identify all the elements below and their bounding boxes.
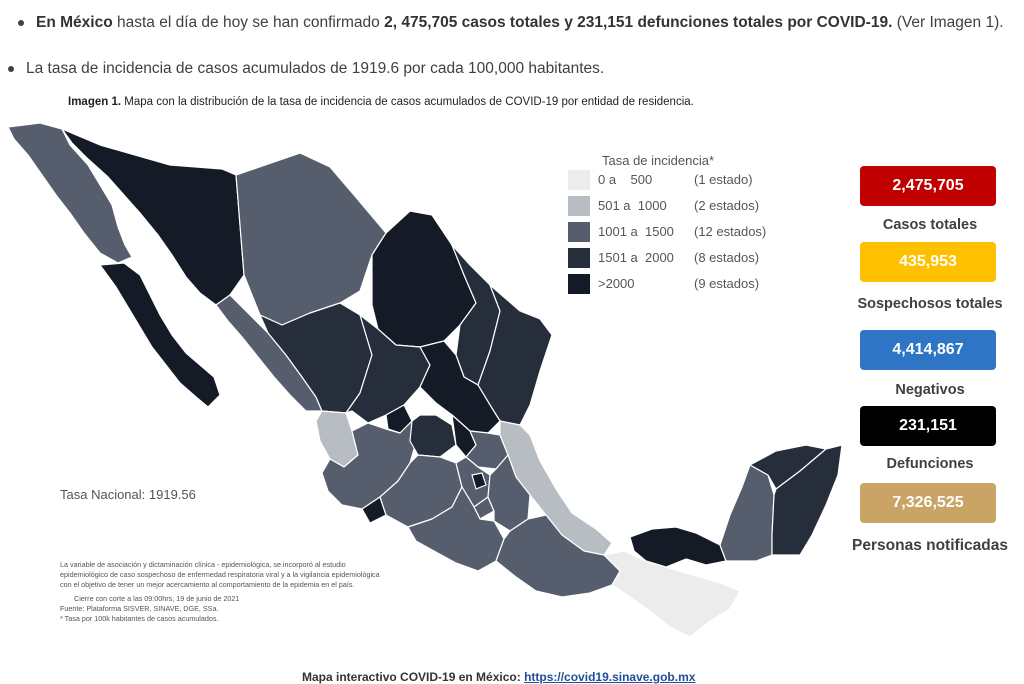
state-nayarit bbox=[315, 410, 359, 468]
note-line: Cierre con corte a las 09:00hrs, 19 de j… bbox=[74, 594, 240, 603]
state-guerrero bbox=[407, 486, 505, 572]
legend-title: Tasa de incidencia* bbox=[602, 153, 715, 168]
legend-range: 1001 a 1500 bbox=[598, 224, 674, 239]
bullet-confirmed-cases: En México hasta el día de hoy se han con… bbox=[18, 14, 1004, 32]
state-tabasco bbox=[629, 526, 727, 568]
note-line: * Tasa por 100k habitantes de casos acum… bbox=[60, 614, 219, 623]
bullet-incidence-rate: La tasa de incidencia de casos acumulado… bbox=[8, 60, 604, 78]
state-baja-california-sur bbox=[99, 262, 221, 408]
stat-sospechosos-value: 435,953 bbox=[860, 242, 996, 282]
state-coahuila bbox=[371, 210, 477, 348]
stat-defunciones-label: Defunciones bbox=[886, 456, 974, 472]
state-chihuahua bbox=[235, 152, 387, 326]
legend-states: (1 estado) bbox=[694, 172, 753, 187]
covid-map-link[interactable]: https://covid19.sinave.gob.mx bbox=[524, 670, 696, 684]
state-cdmx bbox=[471, 472, 487, 490]
figure-caption: Imagen 1. Mapa con la distribución de la… bbox=[68, 96, 694, 108]
state-guanajuato bbox=[409, 414, 457, 458]
footnotes: La variable de asociación y dictaminació… bbox=[60, 560, 380, 624]
state-campeche bbox=[719, 464, 775, 562]
legend-states: (9 estados) bbox=[694, 276, 760, 291]
stat-negativos-label: Negativos bbox=[895, 382, 965, 398]
legend-swatch bbox=[568, 248, 590, 268]
legend-states: (12 estados) bbox=[694, 224, 767, 239]
stat-defunciones-value: 231,151 bbox=[860, 406, 996, 446]
state-quintana-roo bbox=[771, 444, 843, 556]
state-sonora bbox=[61, 128, 245, 306]
state-san-luis-potosi bbox=[419, 340, 501, 434]
stat-casos-totales-value: 2,475,705 bbox=[860, 166, 996, 206]
stat-casos-totales-label: Casos totales bbox=[882, 217, 978, 233]
state-baja-california bbox=[7, 122, 133, 264]
legend-range: 1501 a 2000 bbox=[598, 250, 674, 265]
legend-range: >2000 bbox=[598, 276, 635, 291]
tasa-nacional: Tasa Nacional: 1919.56 bbox=[60, 487, 196, 502]
note-line: La variable de asociación y dictaminació… bbox=[60, 560, 346, 569]
legend-range: 501 a 1000 bbox=[598, 198, 667, 213]
note-line: Fuente: Plataforma SISVER, SINAVE, DGE, … bbox=[60, 604, 219, 613]
stat-negativos-value: 4,414,867 bbox=[860, 330, 996, 370]
legend-swatch bbox=[568, 196, 590, 216]
legend-states: (2 estados) bbox=[694, 198, 760, 213]
footer-interactive-map: Mapa interactivo COVID-19 en México: htt… bbox=[302, 670, 696, 684]
stat-sospechosos-label: Sospechosos totales bbox=[857, 296, 1003, 312]
note-line: con el objetivo de tener un mejor acerca… bbox=[60, 580, 355, 589]
legend-swatch bbox=[568, 170, 590, 190]
bullet-dot-icon bbox=[8, 65, 14, 72]
legend-range: 0 a 500 bbox=[598, 172, 653, 187]
stat-personas-value: 7,326,525 bbox=[860, 483, 996, 523]
stat-personas-label: Personas notificadas bbox=[852, 537, 1008, 554]
legend-states: (8 estados) bbox=[694, 250, 760, 265]
bullet-dot-icon bbox=[18, 19, 24, 26]
legend-swatch bbox=[568, 222, 590, 242]
mexico-incidence-map bbox=[7, 122, 843, 638]
note-line: epidemiológico de caso sospechoso de enf… bbox=[60, 570, 380, 579]
legend-swatch bbox=[568, 274, 590, 294]
